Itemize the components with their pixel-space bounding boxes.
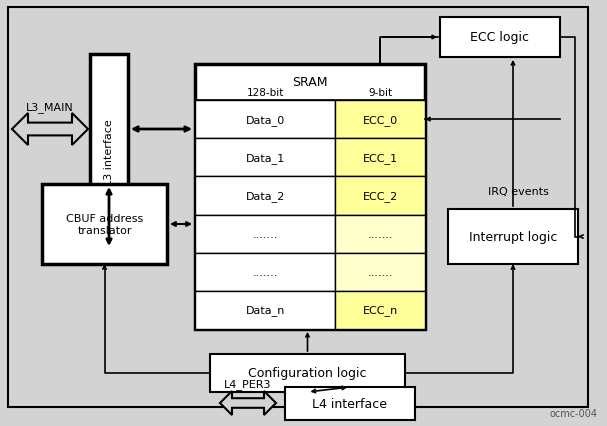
Bar [195,291,335,329]
Bar [195,177,335,215]
Bar [335,215,425,253]
Bar [448,210,578,265]
Text: 9-bit: 9-bit [368,88,392,98]
Text: IRQ events: IRQ events [487,187,549,196]
Bar [335,101,425,139]
Text: Data_1: Data_1 [245,153,285,163]
Bar [90,55,128,249]
Bar [335,177,425,215]
Bar [440,18,560,58]
Text: Data_0: Data_0 [245,114,285,125]
Bar [195,253,335,291]
Text: Data_2: Data_2 [245,190,285,201]
Bar [42,184,167,265]
Polygon shape [220,391,276,415]
Text: SRAM: SRAM [292,76,328,89]
Text: ECC_2: ECC_2 [362,190,398,201]
Bar [285,387,415,420]
Text: L4 interface: L4 interface [313,397,387,410]
Text: L4_PER3: L4_PER3 [224,379,272,389]
Text: 128-bit: 128-bit [246,88,284,98]
Text: .......: ....... [253,267,278,277]
Text: L3 interface: L3 interface [104,119,114,185]
Text: L3_MAIN: L3_MAIN [26,102,74,113]
Bar [335,139,425,177]
Text: Interrupt logic: Interrupt logic [469,230,557,243]
Text: ECC logic: ECC logic [470,32,529,44]
Text: ECC_0: ECC_0 [362,114,398,125]
Polygon shape [12,114,88,146]
Bar [195,139,335,177]
Text: ECC_n: ECC_n [362,305,398,316]
Text: ocmc-004: ocmc-004 [549,408,597,418]
Text: CBUF address
translator: CBUF address translator [66,214,143,235]
Text: .......: ....... [253,229,278,239]
Bar [195,215,335,253]
Text: .......: ....... [367,267,393,277]
Bar [335,253,425,291]
Text: Configuration logic: Configuration logic [248,367,367,380]
Bar [195,65,425,329]
Text: .......: ....... [367,229,393,239]
Bar [195,101,335,139]
Text: Data_n: Data_n [245,305,285,316]
Bar [335,291,425,329]
Bar [210,354,405,392]
Text: ECC_1: ECC_1 [362,153,398,163]
